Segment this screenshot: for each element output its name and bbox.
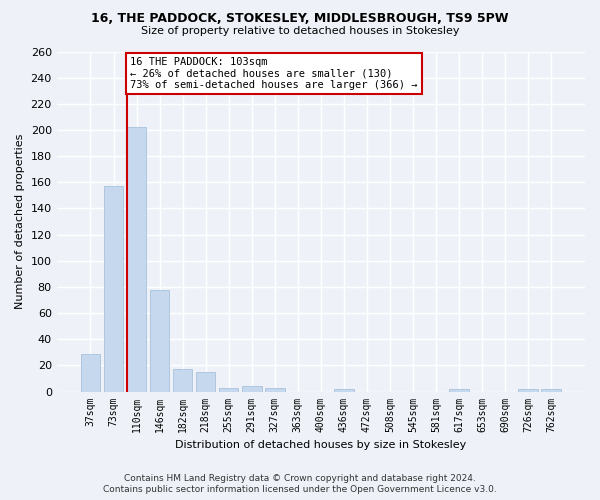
Y-axis label: Number of detached properties: Number of detached properties xyxy=(15,134,25,309)
Bar xyxy=(196,372,215,392)
Bar xyxy=(265,388,284,392)
Bar xyxy=(242,386,262,392)
Bar xyxy=(104,186,123,392)
Bar xyxy=(541,389,561,392)
Bar xyxy=(334,389,353,392)
Text: 16, THE PADDOCK, STOKESLEY, MIDDLESBROUGH, TS9 5PW: 16, THE PADDOCK, STOKESLEY, MIDDLESBROUG… xyxy=(91,12,509,26)
Bar xyxy=(127,128,146,392)
Bar xyxy=(173,370,193,392)
Bar xyxy=(150,290,169,392)
Bar xyxy=(449,389,469,392)
X-axis label: Distribution of detached houses by size in Stokesley: Distribution of detached houses by size … xyxy=(175,440,466,450)
Bar xyxy=(219,388,238,392)
Text: Contains HM Land Registry data © Crown copyright and database right 2024.
Contai: Contains HM Land Registry data © Crown c… xyxy=(103,474,497,494)
Bar xyxy=(80,354,100,392)
Bar xyxy=(518,389,538,392)
Text: 16 THE PADDOCK: 103sqm
← 26% of detached houses are smaller (130)
73% of semi-de: 16 THE PADDOCK: 103sqm ← 26% of detached… xyxy=(130,56,418,90)
Text: Size of property relative to detached houses in Stokesley: Size of property relative to detached ho… xyxy=(141,26,459,36)
